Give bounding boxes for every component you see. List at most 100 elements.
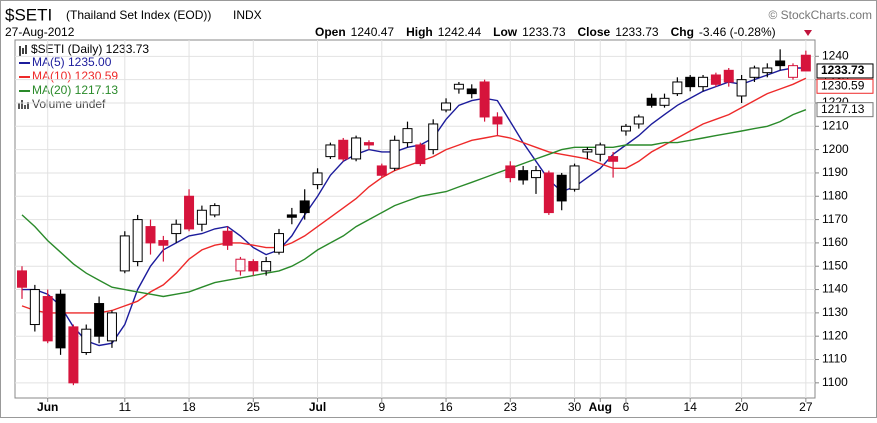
copyright: © StockCharts.com bbox=[768, 8, 872, 22]
ma-lines bbox=[21, 67, 807, 347]
candle-body bbox=[312, 172, 323, 186]
legend-label: MA(20) 1217.13 bbox=[32, 83, 118, 97]
candle-body bbox=[518, 170, 529, 181]
candle-body bbox=[376, 165, 387, 176]
candle-body bbox=[351, 137, 362, 160]
y-tick-label: 1130 bbox=[822, 305, 848, 319]
x-tick-label: Jul bbox=[309, 400, 326, 414]
candle-body bbox=[672, 81, 683, 95]
candle-body bbox=[106, 312, 117, 342]
x-tick-label: 14 bbox=[684, 400, 698, 414]
ma-line bbox=[22, 67, 806, 347]
candle-body bbox=[723, 69, 734, 83]
candle-body bbox=[363, 142, 374, 146]
candle-body bbox=[775, 60, 786, 67]
legend-label: MA(10) 1230.59 bbox=[32, 69, 118, 83]
quote-label: Chg bbox=[671, 25, 694, 39]
candle-body bbox=[29, 289, 40, 326]
candle-body bbox=[145, 226, 156, 244]
candle-body bbox=[608, 156, 619, 162]
candle-body bbox=[466, 88, 477, 95]
price-badge-label: 1233.73 bbox=[821, 63, 865, 77]
price-badge-label: 1217.13 bbox=[821, 102, 865, 116]
candle-body bbox=[685, 76, 696, 88]
candle-body bbox=[222, 230, 233, 246]
volume-legend: Volume undef bbox=[32, 97, 106, 111]
candle-body bbox=[492, 116, 503, 125]
candle-body bbox=[119, 235, 130, 272]
candle-body bbox=[402, 128, 413, 144]
candle-body bbox=[582, 149, 593, 153]
y-tick-label: 1120 bbox=[822, 328, 848, 342]
quote-value: 1240.47 bbox=[351, 25, 395, 39]
candle-body bbox=[325, 144, 336, 158]
y-tick-label: 1170 bbox=[822, 212, 848, 226]
quote-value: 1242.44 bbox=[438, 25, 482, 39]
candle-body bbox=[196, 209, 207, 225]
x-tick-label: 11 bbox=[119, 400, 132, 414]
quote-label: Close bbox=[578, 25, 611, 39]
candle-body bbox=[209, 205, 220, 216]
x-tick-label: 6 bbox=[623, 400, 630, 414]
x-tick-label: 23 bbox=[504, 400, 518, 414]
legend: $SETI (Daily) 1233.73 MA(5) 1235.00MA(10… bbox=[18, 42, 149, 111]
candle-body bbox=[389, 139, 400, 169]
volume-icon bbox=[18, 100, 29, 109]
x-tick-label: 9 bbox=[378, 400, 385, 414]
x-tick-label: 27 bbox=[799, 400, 813, 414]
x-tick-label: 20 bbox=[735, 400, 749, 414]
candle-body bbox=[94, 303, 105, 337]
candle-body bbox=[81, 328, 92, 354]
candle-body bbox=[633, 116, 644, 125]
quote-value: 1233.73 bbox=[615, 25, 659, 39]
x-tick-label: Jun bbox=[37, 400, 58, 414]
y-tick-label: 1190 bbox=[822, 165, 848, 179]
quote-label: Low bbox=[493, 25, 518, 39]
quote-value: 1233.73 bbox=[522, 25, 566, 39]
quote-label: High bbox=[406, 25, 433, 39]
candle-body bbox=[441, 102, 452, 111]
date: 27-Aug-2012 bbox=[5, 25, 75, 39]
candle-body bbox=[184, 195, 195, 230]
candle-body bbox=[55, 293, 66, 349]
y-tick-label: 1210 bbox=[822, 118, 849, 132]
candle-body bbox=[531, 170, 541, 179]
subtitle: (Thailand Set Index (EOD)) bbox=[66, 8, 211, 22]
candle-body bbox=[556, 174, 567, 202]
candle-body bbox=[762, 67, 773, 74]
candle-body bbox=[646, 97, 657, 106]
price-badge-label: 1230.59 bbox=[821, 78, 865, 92]
candle-body bbox=[620, 125, 631, 132]
plot-area bbox=[14, 39, 816, 399]
candle-body bbox=[158, 240, 169, 246]
menu-arrow bbox=[804, 30, 812, 36]
quote: Open 1240.47 High 1242.44 Low 1233.73 Close 123… bbox=[315, 25, 776, 39]
y-tick-label: 1110 bbox=[822, 352, 847, 366]
quote-label: Open bbox=[315, 25, 346, 39]
candle-body bbox=[505, 165, 516, 179]
candle-body bbox=[132, 219, 143, 263]
candle-body bbox=[569, 165, 580, 190]
y-tick-label: 1180 bbox=[822, 188, 848, 202]
price-badge bbox=[816, 78, 874, 94]
quote-value: -3.46 (-0.28%) bbox=[699, 25, 776, 39]
ma-line bbox=[21, 109, 807, 298]
candle-body bbox=[800, 54, 811, 72]
candle-body bbox=[42, 296, 53, 342]
price-legend: $SETI (Daily) 1233.73 bbox=[31, 42, 149, 56]
price-badge bbox=[816, 102, 874, 118]
x-tick-label: 30 bbox=[568, 400, 582, 414]
candle-body bbox=[479, 81, 490, 118]
candle-body bbox=[736, 79, 747, 97]
y-tick-label: 1240 bbox=[822, 48, 849, 62]
candle-body bbox=[248, 261, 259, 272]
x-tick-label: 18 bbox=[182, 400, 196, 414]
exchange: INDX bbox=[233, 8, 262, 22]
candle-body bbox=[659, 97, 670, 106]
y-tick-label: 1150 bbox=[822, 258, 848, 272]
candle-body bbox=[17, 270, 27, 288]
ma-line bbox=[21, 77, 807, 314]
y-tick-label: 1160 bbox=[822, 235, 848, 249]
candle-body bbox=[338, 139, 349, 160]
